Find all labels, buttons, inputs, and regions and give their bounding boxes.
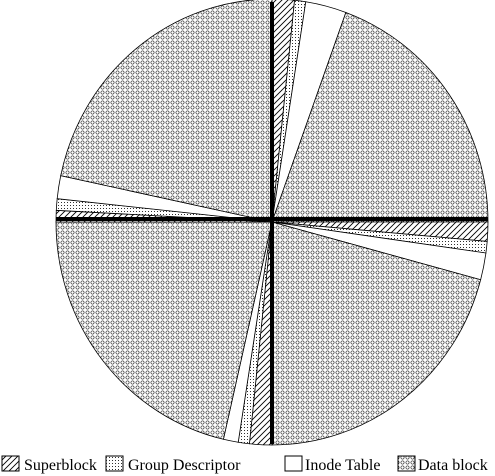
- pie-slice-top-left-data-block: [60, 0, 273, 223]
- legend-label-superblock: Superblock: [24, 457, 97, 474]
- legend: Superblock Group Descriptor Inode Table Dat…: [1, 455, 488, 474]
- pie-slice-bottom-right-data-block: [271, 221, 482, 446]
- legend-label-group-descriptor: Group Descriptor: [128, 457, 241, 474]
- legend-label-data-block: Data block: [418, 457, 488, 474]
- legend-swatch-superblock: [1, 455, 20, 472]
- quadrant-axes: [56, 2, 488, 444]
- legend-swatch-data-block: [397, 455, 416, 472]
- pie-slices: [55, 0, 489, 446]
- pie-slice-top-right-data-block: [271, 11, 489, 223]
- pie-slice-bottom-left-data-block: [55, 221, 273, 440]
- legend-swatch-inode-table: [284, 455, 303, 472]
- legend-label-inode-table: Inode Table: [305, 457, 380, 474]
- legend-swatch-group-descriptor: [105, 455, 124, 472]
